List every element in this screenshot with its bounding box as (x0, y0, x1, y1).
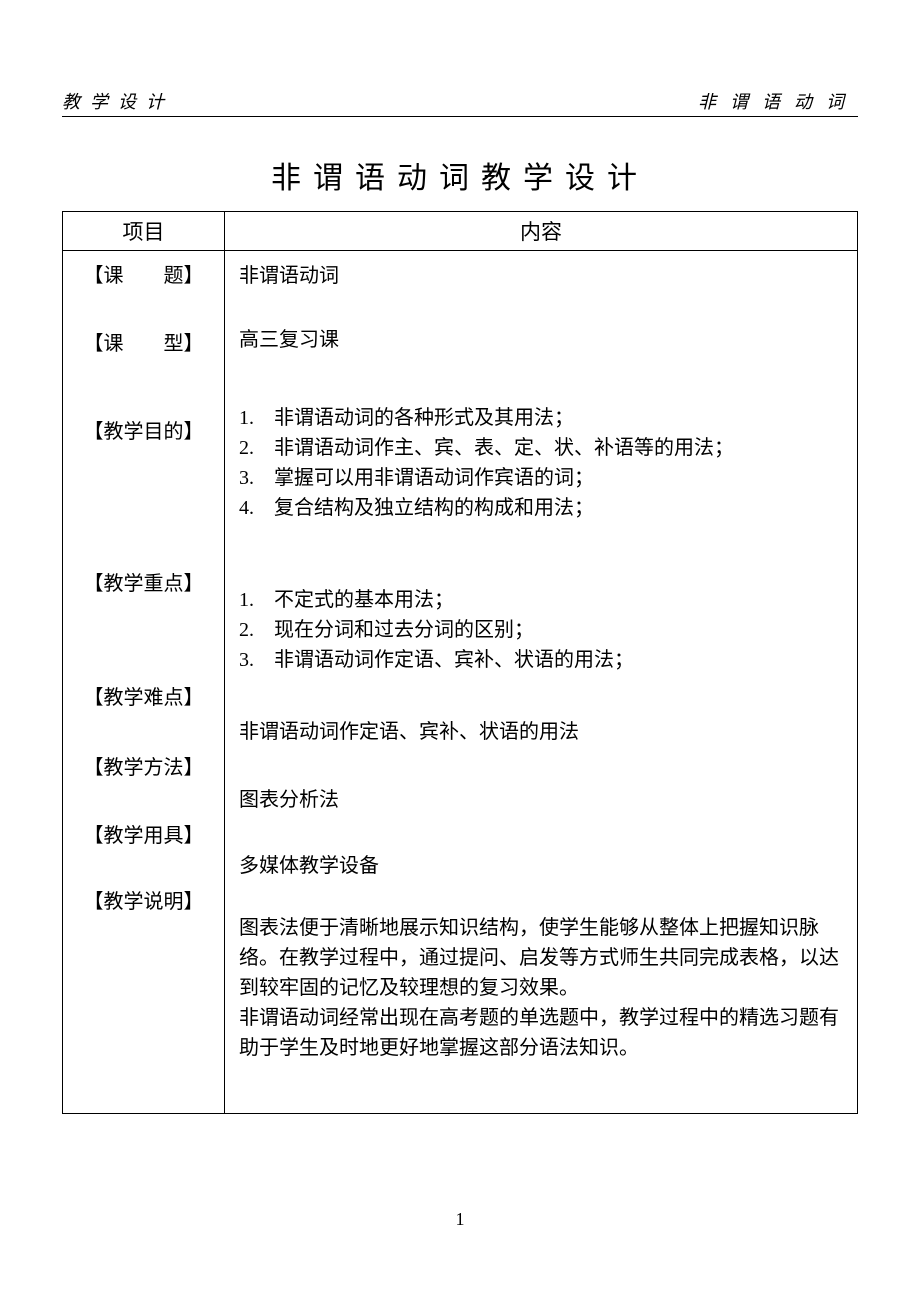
page-number: 1 (0, 1209, 920, 1230)
value-type: 高三复习课 (239, 325, 845, 355)
label-method: 【教学方法】 (67, 753, 220, 783)
note-p2: 非谓语动词经常出现在高考题的单选题中，教学过程中的精选习题有助于学生及时地更好地… (239, 1003, 845, 1063)
focus-item: 1. 不定式的基本用法； (239, 585, 845, 615)
labels-cell: 【课 题】 【课 型】 【教学目的】 【教学重点】 【教学难点】 【教学方法】 … (63, 251, 225, 1114)
goal-list: 1. 非谓语动词的各种形式及其用法； 2. 非谓语动词作主、宾、表、定、状、补语… (239, 403, 845, 523)
label-note: 【教学说明】 (67, 887, 220, 917)
content-cell: 非谓语动词 高三复习课 1. 非谓语动词的各种形式及其用法； 2. 非谓语动词作… (225, 251, 858, 1114)
focus-item: 3. 非谓语动词作定语、宾补、状语的用法； (239, 645, 845, 675)
table-body-row: 【课 题】 【课 型】 【教学目的】 【教学重点】 【教学难点】 【教学方法】 … (63, 251, 858, 1114)
focus-item: 2. 现在分词和过去分词的区别； (239, 615, 845, 645)
page-container: 教学设计 非谓语动词 非谓语动词教学设计 项目 内容 【课 题】 【课 型】 【… (0, 0, 920, 1114)
focus-list: 1. 不定式的基本用法； 2. 现在分词和过去分词的区别； 3. 非谓语动词作定… (239, 585, 845, 675)
label-focus: 【教学重点】 (67, 569, 220, 599)
goal-item: 3. 掌握可以用非谓语动词作宾语的词； (239, 463, 845, 493)
goal-item: 2. 非谓语动词作主、宾、表、定、状、补语等的用法； (239, 433, 845, 463)
header-project: 项目 (63, 212, 225, 251)
header-content: 内容 (225, 212, 858, 251)
note-paragraphs: 图表法便于清晰地展示知识结构，使学生能够从整体上把握知识脉络。在教学过程中，通过… (239, 913, 845, 1063)
running-header: 教学设计 非谓语动词 (62, 88, 858, 117)
note-p1: 图表法便于清晰地展示知识结构，使学生能够从整体上把握知识脉络。在教学过程中，通过… (239, 913, 845, 1003)
label-type: 【课 型】 (67, 329, 220, 359)
header-left: 教学设计 (62, 88, 174, 114)
table-header-row: 项目 内容 (63, 212, 858, 251)
goal-item: 1. 非谓语动词的各种形式及其用法； (239, 403, 845, 433)
label-tool: 【教学用具】 (67, 821, 220, 851)
value-tool: 多媒体教学设备 (239, 851, 845, 881)
value-method: 图表分析法 (239, 785, 845, 815)
label-goal: 【教学目的】 (67, 417, 220, 447)
value-topic: 非谓语动词 (239, 261, 845, 291)
goal-item: 4. 复合结构及独立结构的构成和用法； (239, 493, 845, 523)
lesson-plan-table: 项目 内容 【课 题】 【课 型】 【教学目的】 【教学重点】 【教学难点】 【… (62, 211, 858, 1114)
page-title: 非谓语动词教学设计 (62, 153, 858, 197)
value-difficulty: 非谓语动词作定语、宾补、状语的用法 (239, 717, 845, 747)
label-topic: 【课 题】 (67, 261, 220, 291)
header-right: 非谓语动词 (698, 88, 858, 114)
label-difficulty: 【教学难点】 (67, 683, 220, 713)
